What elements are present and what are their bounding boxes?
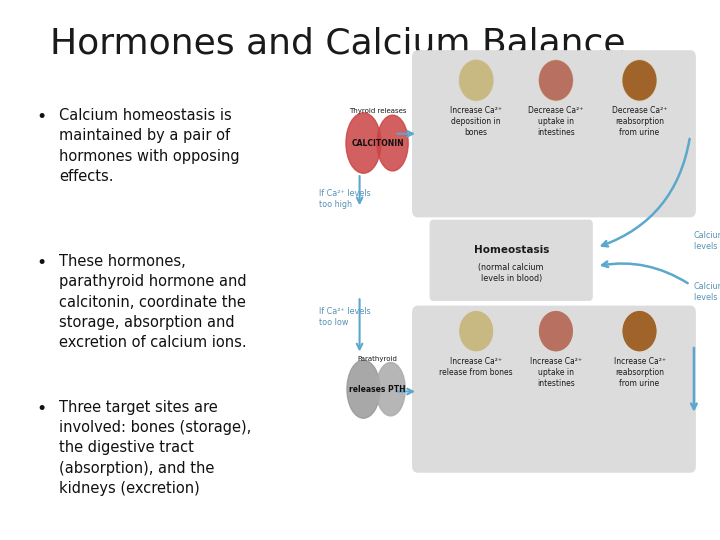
Text: Calcium homeostasis is
maintained by a pair of
hormones with opposing
effects.: Calcium homeostasis is maintained by a p…	[59, 108, 240, 184]
Text: Increase Ca²⁺
reabsorption
from urine: Increase Ca²⁺ reabsorption from urine	[613, 356, 665, 388]
Text: Increase Ca²⁺
uptake in
intestines: Increase Ca²⁺ uptake in intestines	[530, 356, 582, 388]
Ellipse shape	[346, 113, 381, 173]
Text: CALCITONIN: CALCITONIN	[352, 139, 405, 147]
FancyBboxPatch shape	[412, 306, 696, 473]
Text: (normal calcium
levels in blood): (normal calcium levels in blood)	[479, 263, 544, 283]
Text: Three target sites are
involved: bones (storage),
the digestive tract
(absorptio: Three target sites are involved: bones (…	[59, 400, 251, 496]
FancyBboxPatch shape	[430, 220, 593, 301]
Text: Calcium
levels fall: Calcium levels fall	[694, 231, 720, 251]
Circle shape	[539, 61, 572, 100]
Ellipse shape	[376, 362, 405, 416]
Text: If Ca²⁺ levels
too high: If Ca²⁺ levels too high	[319, 188, 370, 209]
Text: Increase Ca²⁺
deposition in
bones: Increase Ca²⁺ deposition in bones	[450, 106, 503, 137]
Text: Decrease Ca²⁺
uptake in
intestines: Decrease Ca²⁺ uptake in intestines	[528, 106, 584, 137]
Text: releases PTH: releases PTH	[348, 384, 405, 394]
Text: Calcium
levels rise: Calcium levels rise	[694, 281, 720, 302]
Text: Decrease Ca²⁺
reabsorption
from urine: Decrease Ca²⁺ reabsorption from urine	[612, 106, 667, 137]
Circle shape	[624, 312, 656, 350]
Circle shape	[539, 312, 572, 350]
Ellipse shape	[347, 360, 380, 418]
Text: Increase Ca²⁺
release from bones: Increase Ca²⁺ release from bones	[439, 356, 513, 377]
Circle shape	[539, 59, 573, 102]
Text: •: •	[36, 254, 46, 272]
Text: If Ca²⁺ levels
too low: If Ca²⁺ levels too low	[319, 307, 370, 327]
Circle shape	[624, 312, 656, 350]
Ellipse shape	[377, 115, 408, 171]
Circle shape	[460, 61, 492, 100]
Circle shape	[622, 59, 657, 102]
Circle shape	[459, 59, 494, 102]
Text: •: •	[36, 108, 46, 126]
Text: Homeostasis: Homeostasis	[474, 245, 549, 255]
Circle shape	[624, 61, 656, 100]
Text: •: •	[36, 400, 46, 417]
Circle shape	[460, 312, 492, 350]
Text: Thyroid releases: Thyroid releases	[349, 107, 407, 113]
Text: These hormones,
parathyroid hormone and
calcitonin, coordinate the
storage, abso: These hormones, parathyroid hormone and …	[59, 254, 247, 350]
Text: Hormones and Calcium Balance: Hormones and Calcium Balance	[50, 27, 626, 61]
Text: Parathyroid: Parathyroid	[357, 356, 397, 362]
Circle shape	[539, 312, 572, 350]
FancyBboxPatch shape	[412, 50, 696, 217]
